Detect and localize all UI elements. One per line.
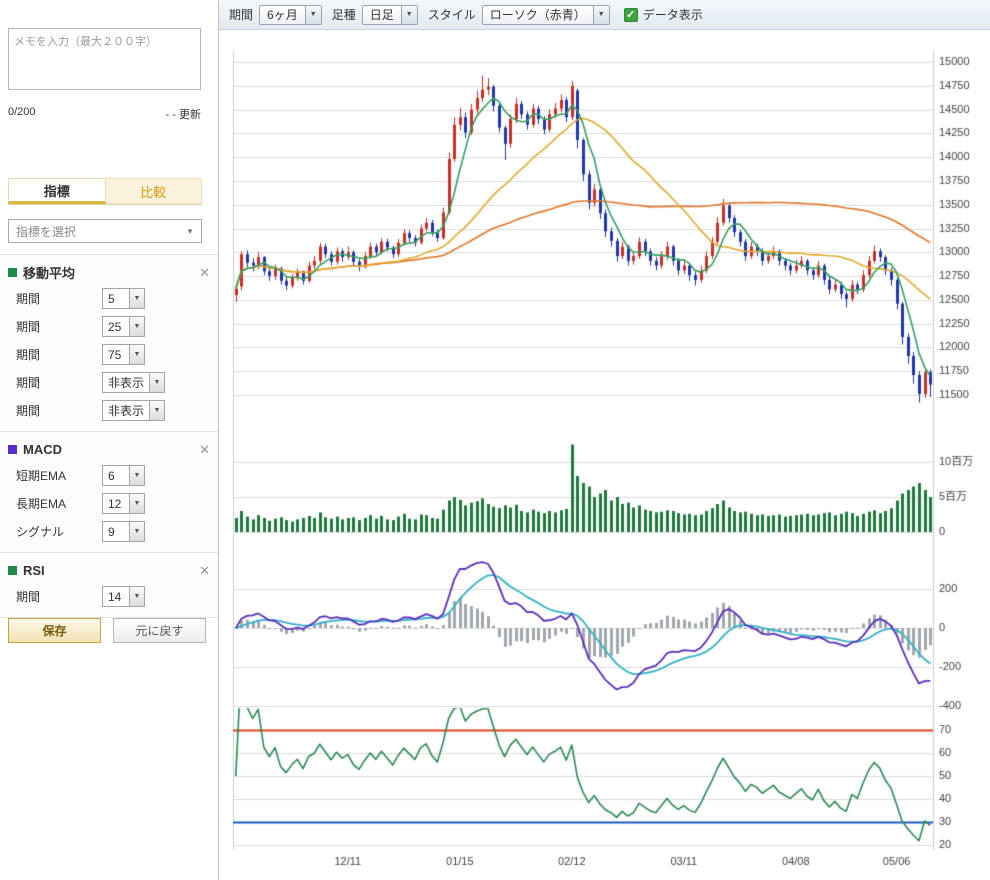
save-button[interactable]: 保存 — [8, 618, 101, 643]
close-icon[interactable]: ✕ — [199, 562, 210, 578]
chart-region: 期間 6ヶ月 ▼ 足種 日足 ▼ スタイル ローソク（赤青） ▼ ✓ データ表示 — [219, 0, 990, 880]
chevron-down-icon: ▼ — [400, 5, 417, 24]
sidebar-tabs: 指標 比較 — [8, 178, 202, 205]
close-icon[interactable]: ✕ — [199, 441, 210, 457]
bar-type-label: 足種 — [331, 8, 356, 22]
ma-period-row: 期間 25 ▼ — [16, 316, 210, 337]
chevron-down-icon: ▼ — [304, 5, 321, 24]
style-label: スタイル — [427, 8, 476, 22]
chevron-down-icon: ▼ — [592, 5, 609, 24]
memo-meta: 0/200 - - 更新 — [8, 106, 201, 122]
close-icon[interactable]: ✕ — [199, 264, 210, 280]
macd-long-row: 長期EMA 12 ▼ — [16, 493, 210, 514]
data-display-label: データ表示 — [642, 8, 703, 22]
ma-period3-select[interactable]: 75 ▼ — [102, 344, 145, 365]
chevron-down-icon: ▼ — [129, 587, 144, 606]
macd-short-row: 短期EMA 6 ▼ — [16, 465, 210, 486]
macd-signal-row: シグナル 9 ▼ — [16, 521, 210, 542]
chevron-down-icon: ▼ — [129, 466, 144, 485]
memo-char-counter: 0/200 — [8, 106, 36, 118]
indicator-section-ma: 移動平均 ✕ 期間 5 ▼ 期間 25 ▼ — [0, 254, 218, 431]
indicator-section-macd: MACD ✕ 短期EMA 6 ▼ 長期EMA 12 ▼ — [0, 431, 218, 552]
chevron-down-icon: ▼ — [129, 289, 144, 308]
indicator-select[interactable]: 指標を選択 ▼ — [8, 219, 202, 243]
ma-period5-select[interactable]: 非表示 ▼ — [102, 400, 166, 421]
chevron-down-icon: ▼ — [129, 494, 144, 513]
sidebar-buttons: 保存 元に戻す — [8, 618, 206, 643]
ma-period-row: 期間 非表示 ▼ — [16, 372, 210, 393]
chart-toolbar: 期間 6ヶ月 ▼ 足種 日足 ▼ スタイル ローソク（赤青） ▼ ✓ データ表示 — [219, 0, 990, 30]
chevron-down-icon: ▼ — [149, 401, 165, 420]
macd-color-swatch — [8, 444, 17, 454]
reset-button[interactable]: 元に戻す — [113, 618, 206, 643]
ma-period4-select[interactable]: 非表示 ▼ — [102, 372, 166, 393]
chevron-down-icon: ▼ — [129, 345, 144, 364]
period-label: 期間 — [229, 8, 254, 22]
ma-section-title: 移動平均 — [23, 265, 76, 281]
chevron-down-icon: ▼ — [149, 373, 165, 392]
ma-period-row: 期間 非表示 ▼ — [16, 400, 210, 421]
rsi-section-title: RSI — [23, 562, 45, 578]
indicator-select-placeholder: 指標を選択 — [16, 224, 77, 239]
indicator-section-rsi: RSI ✕ 期間 14 ▼ — [0, 552, 218, 617]
ma-period-row: 期間 5 ▼ — [16, 288, 210, 309]
memo-update-label[interactable]: - - 更新 — [165, 109, 201, 121]
ma-period-row: 期間 75 ▼ — [16, 344, 210, 365]
chevron-down-icon: ▼ — [129, 522, 144, 541]
macd-section-title: MACD — [23, 441, 62, 457]
macd-signal-select[interactable]: 9 ▼ — [102, 521, 145, 542]
bar-type-dropdown[interactable]: 日足 ▼ — [361, 4, 418, 25]
rsi-period-row: 期間 14 ▼ — [16, 586, 210, 607]
tab-compare[interactable]: 比較 — [105, 178, 202, 204]
chevron-down-icon: ▼ — [186, 226, 194, 236]
stock-chart-canvas[interactable] — [219, 30, 990, 880]
ma-period1-select[interactable]: 5 ▼ — [102, 288, 145, 309]
rsi-period-select[interactable]: 14 ▼ — [102, 586, 145, 607]
tab-indicator[interactable]: 指標 — [8, 178, 106, 204]
memo-input[interactable] — [8, 28, 201, 90]
ma-period2-select[interactable]: 25 ▼ — [102, 316, 145, 337]
rsi-color-swatch — [8, 565, 17, 575]
macd-short-ema-select[interactable]: 6 ▼ — [102, 465, 145, 486]
ma-color-swatch — [8, 267, 17, 277]
chevron-down-icon: ▼ — [129, 317, 144, 336]
period-dropdown[interactable]: 6ヶ月 ▼ — [259, 4, 322, 25]
indicator-sections: 移動平均 ✕ 期間 5 ▼ 期間 25 ▼ — [0, 254, 218, 618]
macd-long-ema-select[interactable]: 12 ▼ — [102, 493, 145, 514]
sidebar: 0/200 - - 更新 指標 比較 指標を選択 ▼ 移動平均 ✕ 期間 — [0, 0, 219, 880]
data-display-checkbox[interactable]: ✓ — [623, 7, 638, 22]
style-dropdown[interactable]: ローソク（赤青） ▼ — [481, 4, 610, 25]
